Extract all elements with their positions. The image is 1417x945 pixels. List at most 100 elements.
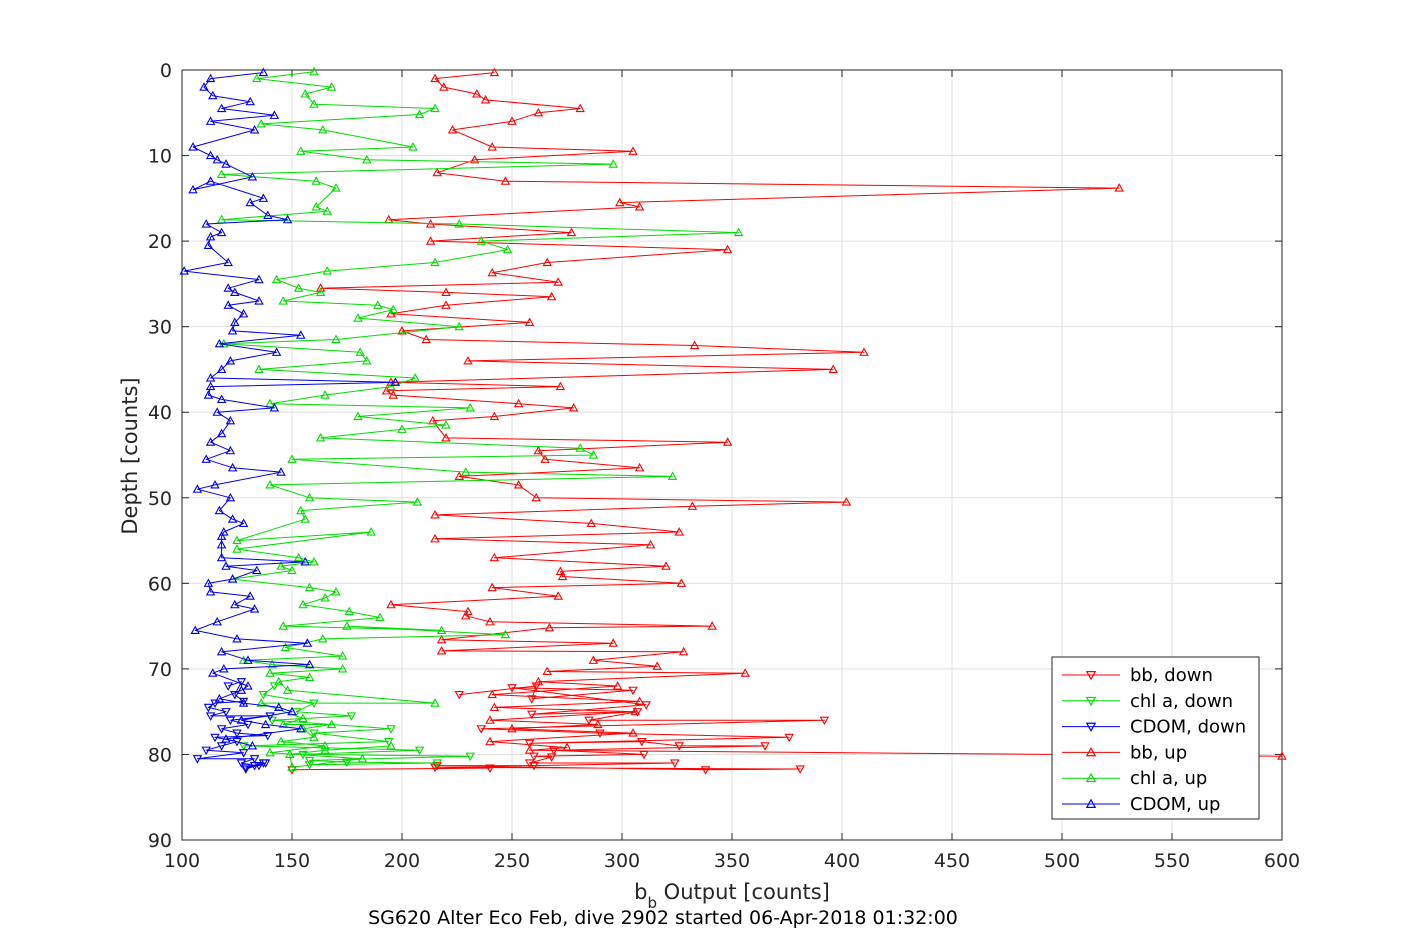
data-point — [700, 766, 711, 775]
data-point — [819, 716, 830, 726]
data-point — [216, 531, 227, 540]
series-chl-a-up — [216, 66, 744, 771]
data-point — [487, 689, 497, 699]
legend-marker — [1085, 772, 1097, 783]
y-tick-label: 60 — [148, 573, 172, 595]
x-tick-label: 550 — [1154, 850, 1190, 872]
data-point — [487, 267, 497, 277]
data-point — [645, 539, 656, 549]
data-point — [304, 756, 315, 766]
data-point — [265, 668, 275, 677]
data-point — [628, 146, 638, 155]
data-point — [421, 334, 431, 344]
data-point — [276, 467, 286, 476]
data-point — [287, 565, 297, 575]
data-point — [216, 539, 227, 549]
data-point — [425, 236, 436, 245]
data-point — [271, 274, 282, 284]
y-tick-label: 90 — [148, 830, 172, 852]
data-point — [238, 308, 249, 318]
data-point — [260, 719, 271, 729]
data-point — [205, 176, 216, 185]
data-point — [544, 622, 555, 632]
data-point — [595, 729, 605, 738]
data-point — [263, 732, 273, 741]
data-point — [230, 690, 240, 700]
data-point — [472, 89, 482, 98]
data-point — [254, 364, 264, 374]
x-tick-label: 350 — [714, 850, 750, 872]
data-point — [784, 733, 794, 743]
data-point — [227, 462, 238, 472]
data-point — [546, 291, 557, 301]
data-point — [500, 629, 511, 639]
data-point — [608, 638, 618, 647]
data-point — [318, 124, 328, 134]
data-point — [454, 471, 464, 480]
data-point — [236, 678, 247, 687]
data-point — [227, 574, 238, 583]
data-point — [454, 690, 464, 700]
legend-box — [1051, 656, 1260, 820]
legend-entry: CDOM, down — [1062, 717, 1246, 738]
data-point — [362, 154, 372, 164]
data-point — [1114, 183, 1124, 192]
data-point — [562, 742, 572, 752]
data-point — [441, 420, 451, 429]
data-point — [612, 681, 623, 690]
data-point — [414, 746, 425, 756]
data-point — [212, 154, 222, 164]
data-point — [201, 219, 211, 228]
data-point — [254, 761, 264, 771]
x-axis-label-rest: Output [counts] — [657, 880, 830, 904]
data-point — [375, 612, 385, 622]
legend: bb, down chl a, down CDOM, down bb, up chl a… — [1051, 656, 1260, 820]
data-point — [287, 454, 297, 463]
data-point — [214, 693, 225, 703]
data-point — [608, 159, 618, 168]
data-point — [203, 703, 214, 713]
legend-entry: chl a, down — [1062, 691, 1233, 712]
data-point — [661, 561, 671, 570]
legend-marker — [1085, 696, 1097, 707]
data-point — [296, 146, 306, 155]
data-point — [232, 634, 242, 643]
data-point — [269, 403, 280, 412]
data-point — [533, 107, 544, 117]
data-point — [205, 373, 216, 382]
data-point — [342, 621, 352, 630]
data-point — [315, 287, 326, 297]
data-point — [326, 719, 337, 729]
data-point — [225, 716, 236, 726]
data-point — [205, 150, 216, 160]
data-point — [276, 736, 286, 746]
data-point — [441, 287, 451, 297]
data-point — [584, 716, 594, 726]
legend-entry: chl a, up — [1062, 768, 1207, 789]
data-point — [489, 67, 500, 77]
data-point — [276, 561, 286, 570]
data-point — [652, 661, 662, 670]
data-point — [322, 266, 332, 275]
data-point — [269, 110, 280, 119]
data-point — [353, 313, 363, 322]
data-point — [346, 712, 357, 721]
data-point — [553, 277, 563, 286]
data-point — [216, 103, 227, 113]
data-point — [722, 437, 733, 446]
x-tick-label: 200 — [384, 850, 420, 872]
series-lines — [179, 66, 1287, 775]
data-point — [315, 283, 326, 292]
data-point — [247, 740, 258, 750]
data-point — [454, 321, 464, 331]
data-point — [513, 480, 524, 489]
data-point — [293, 552, 304, 562]
data-point — [489, 411, 500, 421]
data-point — [430, 103, 440, 113]
data-point — [249, 604, 260, 613]
legend-label: CDOM, up — [1130, 794, 1220, 815]
data-point — [634, 201, 645, 211]
data-point — [216, 552, 227, 562]
data-point — [430, 533, 440, 543]
data-point — [302, 638, 313, 647]
